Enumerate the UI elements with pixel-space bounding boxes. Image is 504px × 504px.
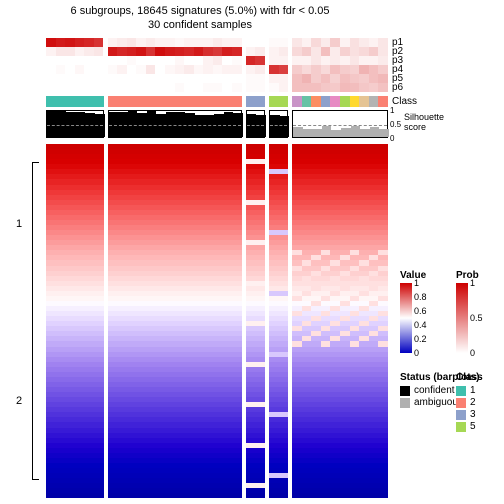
heatmap-column [378, 144, 388, 498]
chart-title: 6 subgroups, 18645 signatures (5.0%) wit… [40, 4, 360, 32]
silhouette-axis-label: Silhouette score [404, 112, 444, 132]
prob-annotation-row [46, 74, 104, 83]
prob-annotation-row [246, 65, 265, 74]
class-bar [246, 96, 265, 107]
heatmap-column [136, 144, 146, 498]
silhouette-tick: 1 [390, 106, 394, 115]
prob-annotation-row [269, 38, 288, 47]
heatmap-column [369, 144, 379, 498]
heatmap-column [84, 144, 94, 498]
class-bar [46, 96, 104, 107]
row-cluster-label: 1 [16, 218, 22, 230]
heatmap-column [75, 144, 85, 498]
heatmap-column [184, 144, 194, 498]
legend-class: Class1235 [456, 372, 483, 433]
title-line2: 30 confident samples [40, 18, 360, 32]
prob-annotation-row [269, 74, 288, 83]
heatmap-column [213, 144, 223, 498]
heatmap-column [302, 144, 312, 498]
silhouette-panel [46, 110, 104, 138]
heatmap-column [65, 144, 75, 498]
prob-annotation-row [269, 56, 288, 65]
heatmap-column [46, 144, 56, 498]
heatmap-column [279, 144, 289, 498]
prob-annotation-row [269, 83, 288, 92]
legend-value: Value10.80.60.40.20 [400, 270, 426, 353]
heatmap-column [175, 144, 185, 498]
silhouette-panel [292, 110, 388, 138]
prob-annotation-row [46, 38, 104, 47]
heatmap-column [155, 144, 165, 498]
prob-annotation-row [46, 83, 104, 92]
heatmap-column [340, 144, 350, 498]
prob-annotation-row [46, 47, 104, 56]
heatmap-column [56, 144, 66, 498]
heatmap-column [359, 144, 369, 498]
heatmap-column [311, 144, 321, 498]
prob-row-label: p6 [392, 82, 403, 93]
class-bar [292, 96, 388, 107]
row-cluster-label: 2 [16, 395, 22, 407]
heatmap-column [127, 144, 137, 498]
heatmap-column [203, 144, 213, 498]
heatmap-column [94, 144, 104, 498]
class-bar [108, 96, 242, 107]
silhouette-tick: 0.5 [390, 120, 401, 129]
prob-annotation-row [246, 56, 265, 65]
prob-annotation-row [246, 74, 265, 83]
heatmap-column [292, 144, 302, 498]
silhouette-panel [269, 110, 288, 138]
prob-annotation-row [108, 47, 242, 56]
prob-annotation-row [46, 65, 104, 74]
heatmap-column [117, 144, 127, 498]
heatmap-column [165, 144, 175, 498]
silhouette-panel [108, 110, 242, 138]
prob-annotation-row [246, 38, 265, 47]
class-axis-label: Class [392, 96, 417, 107]
heatmap-column [255, 144, 265, 498]
prob-annotation-row [46, 56, 104, 65]
legend-prob: Prob10.50 [456, 270, 479, 353]
prob-annotation-row [108, 56, 242, 65]
heatmap-column [350, 144, 360, 498]
heatmap-column [321, 144, 331, 498]
prob-annotation-row [108, 83, 242, 92]
prob-annotation-row [292, 83, 388, 92]
prob-annotation-row [108, 74, 242, 83]
heatmap-column [194, 144, 204, 498]
prob-annotation-row [246, 47, 265, 56]
prob-annotation-row [292, 56, 388, 65]
prob-annotation-row [292, 38, 388, 47]
heatmap-column [269, 144, 279, 498]
prob-annotation-row [269, 65, 288, 74]
prob-annotation-row [292, 74, 388, 83]
heatmap-column [232, 144, 242, 498]
prob-annotation-row [108, 38, 242, 47]
heatmap-column [330, 144, 340, 498]
heatmap-column [146, 144, 156, 498]
heatmap-column [108, 144, 118, 498]
row-dendrogram [32, 162, 33, 481]
prob-annotation-row [292, 47, 388, 56]
class-bar [269, 96, 288, 107]
heatmap-column [223, 144, 233, 498]
prob-annotation-row [108, 65, 242, 74]
prob-annotation-row [269, 47, 288, 56]
silhouette-panel [246, 110, 265, 138]
prob-annotation-row [246, 83, 265, 92]
heatmap-column [246, 144, 256, 498]
silhouette-tick: 0 [390, 134, 394, 143]
prob-annotation-row [292, 65, 388, 74]
title-line1: 6 subgroups, 18645 signatures (5.0%) wit… [40, 4, 360, 18]
